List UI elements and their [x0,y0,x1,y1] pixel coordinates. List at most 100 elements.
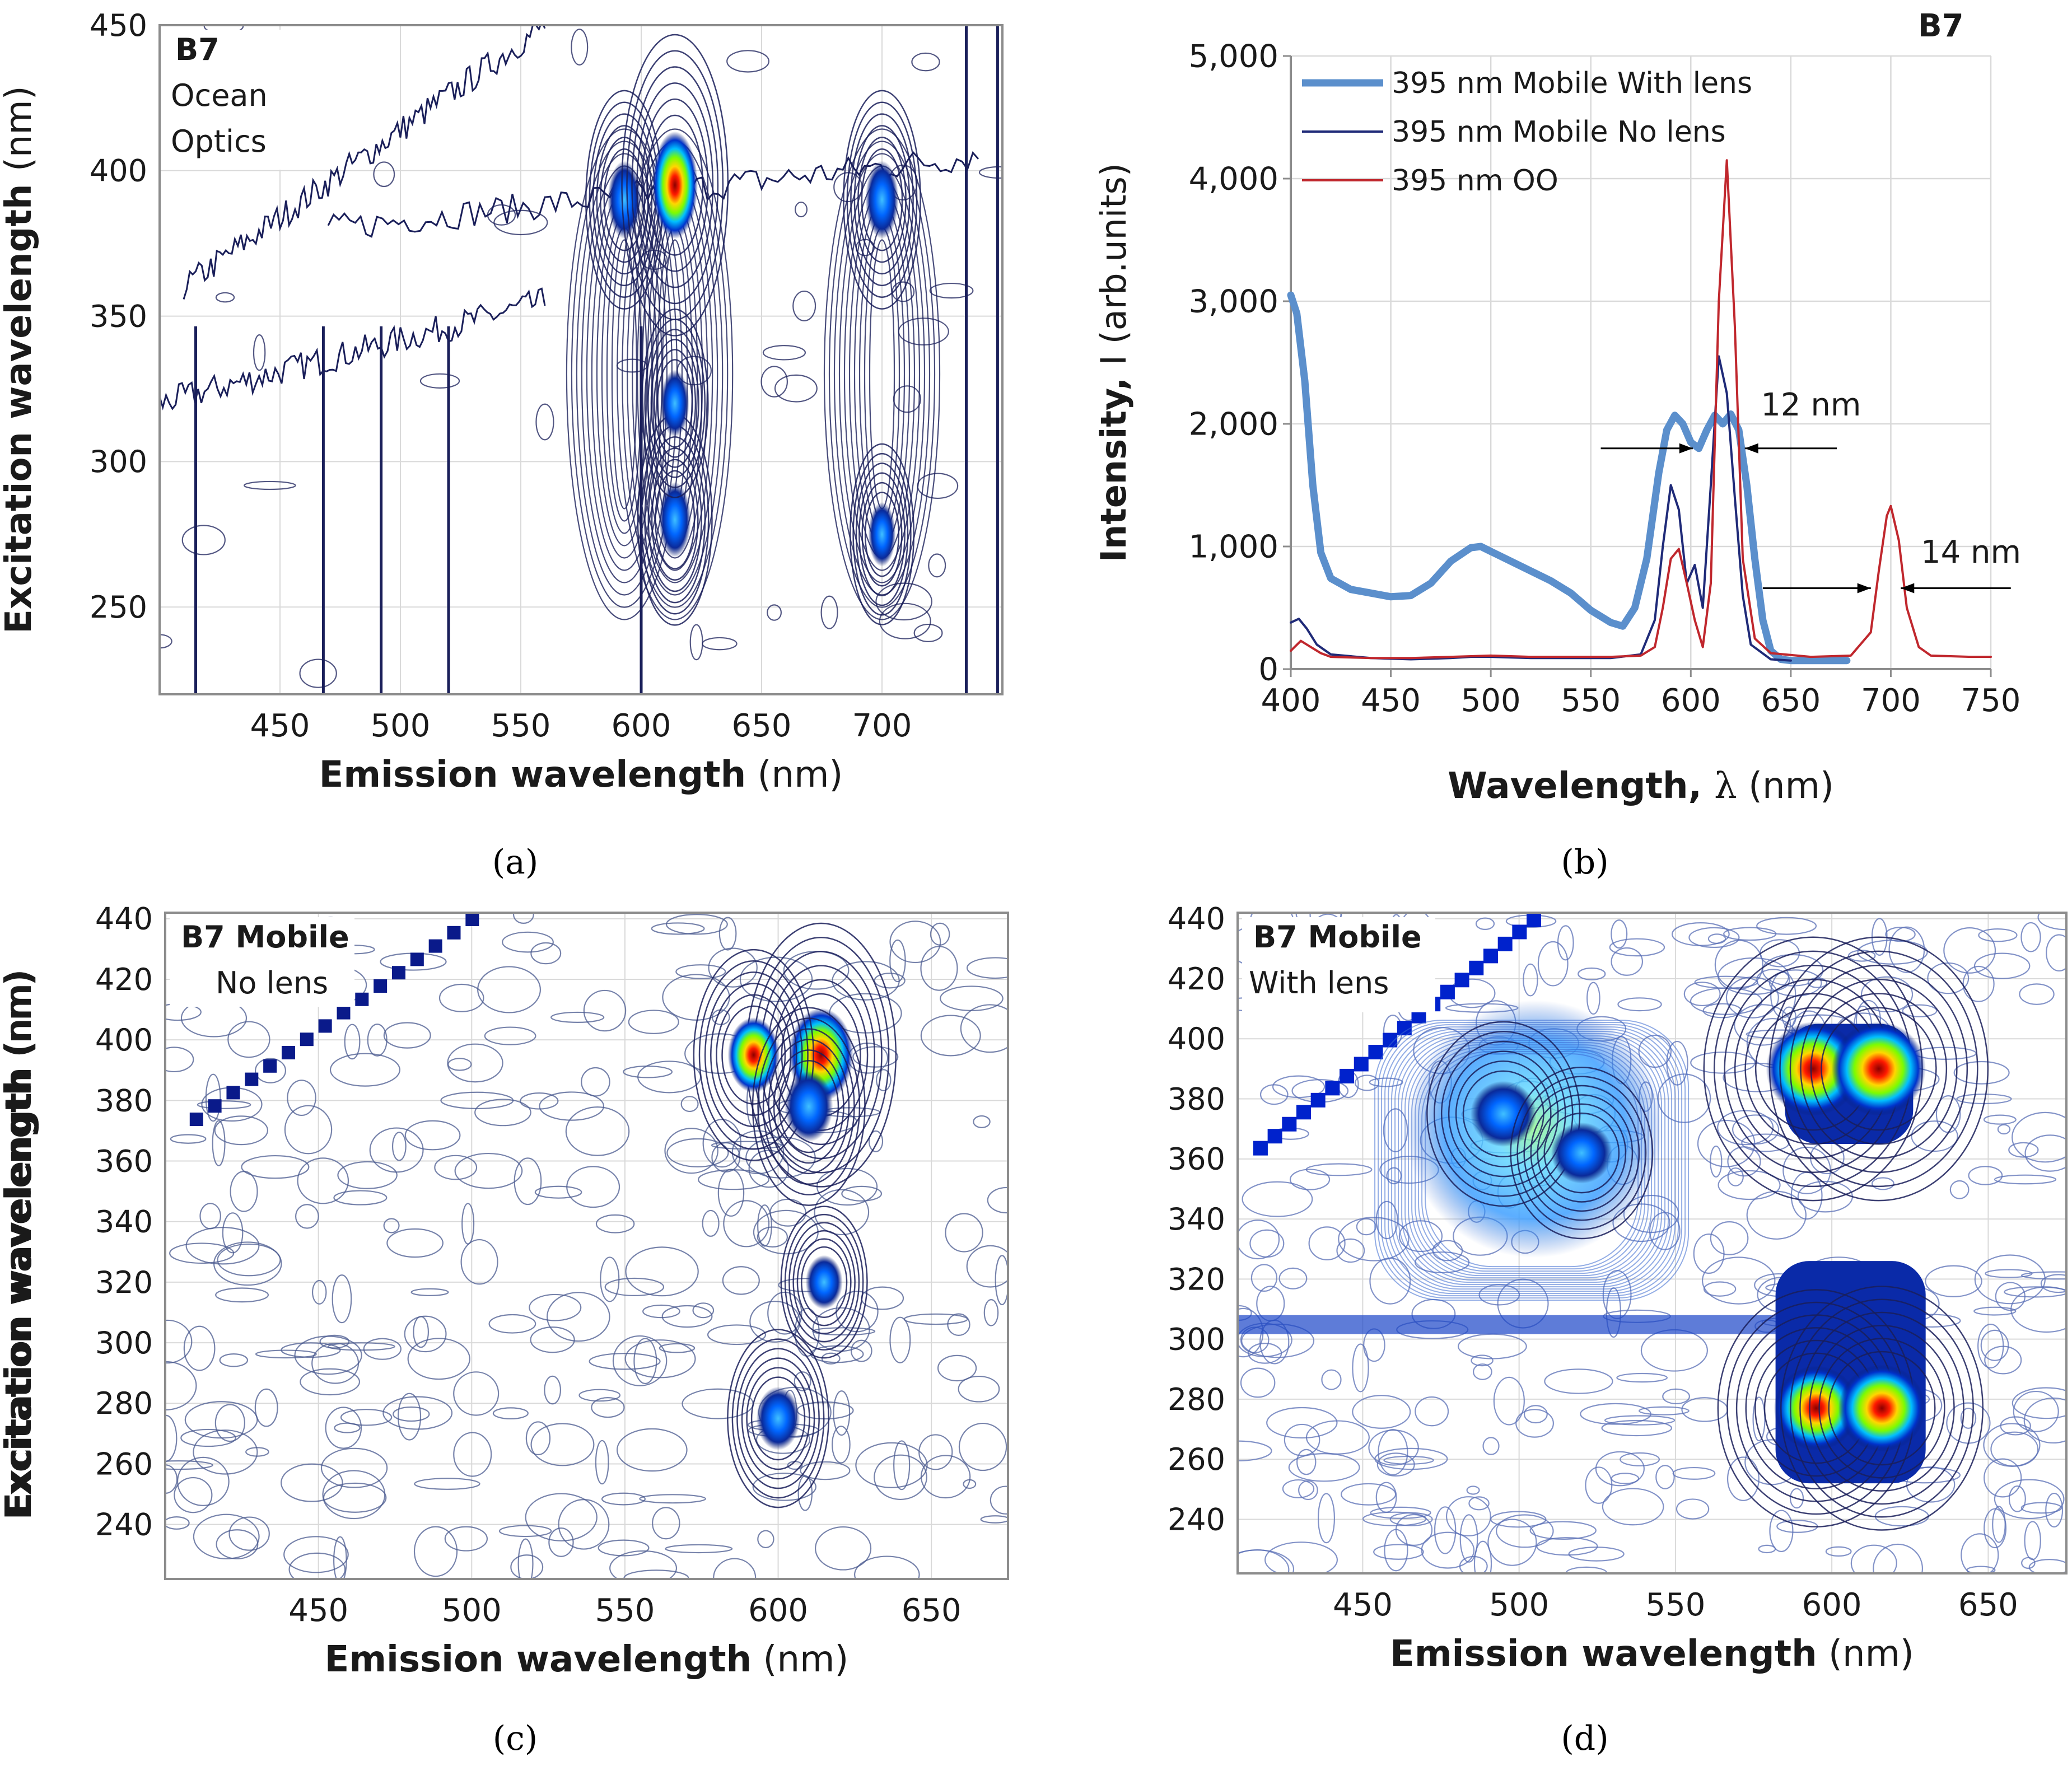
y-axis-label-unit: (nm) [0,86,40,171]
background-contour [1468,1496,1490,1511]
background-contour [294,1335,362,1375]
background-contour [876,1069,892,1091]
background-contour [2024,1134,2066,1172]
background-contour [973,1115,991,1128]
plot-frame [158,24,1004,695]
background-contour [1789,1488,1804,1509]
background-contour [601,1492,646,1506]
background-contour [453,1371,500,1416]
peak-contour-ring [784,1213,864,1351]
background-contour [583,989,627,1032]
background-contour [651,922,705,935]
plot-contents [160,25,1002,694]
background-contour [547,1292,610,1342]
background-contour [757,1226,788,1248]
background-contour [1997,1124,2011,1135]
background-contour [444,1526,488,1552]
background-contour [928,553,946,578]
panel-label-a: (a) [492,843,539,882]
inset-text-line: No lens [216,965,328,1001]
legend: 395 nm Mobile With lens 395 nm Mobile No … [1302,67,1752,198]
background-contour [544,1375,562,1405]
diagonal-step [1527,913,1542,927]
background-contour [510,1554,544,1579]
background-contour [2020,922,2041,952]
background-contour [1278,1267,1308,1290]
inset-background [170,917,354,1007]
background-contour [1717,1110,1774,1146]
background-contour [1984,1345,2022,1375]
diagonal-step [1253,1141,1268,1156]
background-contour [800,1461,851,1480]
background-contour [1725,977,1779,1019]
background-contour [767,604,782,621]
background-contour [297,1157,349,1204]
y-axis-label-main: Excitation wavelength [0,171,40,634]
x-tick-label: 650 [732,708,792,744]
background-contour [983,1299,999,1326]
x-tick-label: 550 [1561,683,1621,719]
background-contour [498,1525,552,1538]
background-contour [874,973,906,989]
y-tick-label: 340 [1168,1202,1225,1237]
diagonal-step [1325,1081,1340,1096]
plot-contents [1238,913,2066,1573]
background-contour [1994,1174,2057,1185]
series-with-lens-line [1287,291,1851,665]
y-tick-label: 380 [95,1083,153,1118]
peak-contour-ring [768,1039,850,1175]
background-contour [1305,1420,1370,1455]
background-contour [1238,1549,1295,1573]
x-tick-label: 600 [748,1592,808,1629]
background-contour [980,1515,1008,1524]
background-contour [920,1455,971,1499]
diagonal-step [1469,960,1484,975]
x-axis-label: Emission wavelength (nm) [325,1639,849,1680]
background-contour [1266,1407,1338,1439]
background-contour [1523,1405,1548,1424]
background-contour [1683,982,1721,1007]
inset-background [164,30,315,170]
background-contour [665,1544,733,1554]
background-contour [434,1155,478,1180]
background-contour [1375,1200,1398,1240]
inset-text-line: B7 [175,32,220,67]
y-tick-label: 0 [1258,652,1278,688]
background-contour [854,1555,920,1579]
peak-contour-ring [750,1376,806,1461]
diagonal-step [263,1059,277,1073]
annotation-12nm: 12 nm [1761,387,1861,423]
peak-contour-ring [1448,1050,1559,1178]
background-contour [530,1326,575,1353]
background-contour [1282,1479,1315,1498]
background-contour [616,1428,688,1472]
background-contour [930,922,950,946]
plot-background [165,913,1008,1579]
y-tick-label: 420 [1168,961,1225,997]
background-contour [410,1288,449,1296]
peak-contour-ring [792,1230,856,1334]
background-contour [1472,1363,1492,1380]
background-contour [319,1334,350,1349]
plot-frame [1236,912,2068,1575]
background-contour [642,1304,680,1319]
y-axis-label-unit: (nm) [0,972,40,1058]
background-contour [1994,1479,2065,1520]
y-tick-label: 260 [95,1446,153,1482]
x-tick-label: 500 [1461,683,1521,719]
background-contour [1911,1120,1958,1152]
background-contour [1701,1256,1776,1305]
diagonal-step [1310,1092,1326,1108]
background-contour [295,1204,319,1229]
inset-text-line: Optics [171,124,267,159]
background-contour [520,1092,559,1110]
background-contour [1906,1466,1956,1503]
band-contour [1415,1046,1649,1274]
background-contour [214,1115,269,1146]
background-contour [517,1538,534,1579]
panel-label-d: (d) [1561,1719,1608,1758]
background-contour [1459,1555,1488,1573]
background-contour [723,1200,770,1248]
background-contour [1688,927,1740,949]
peak-contour-ring [858,472,906,596]
